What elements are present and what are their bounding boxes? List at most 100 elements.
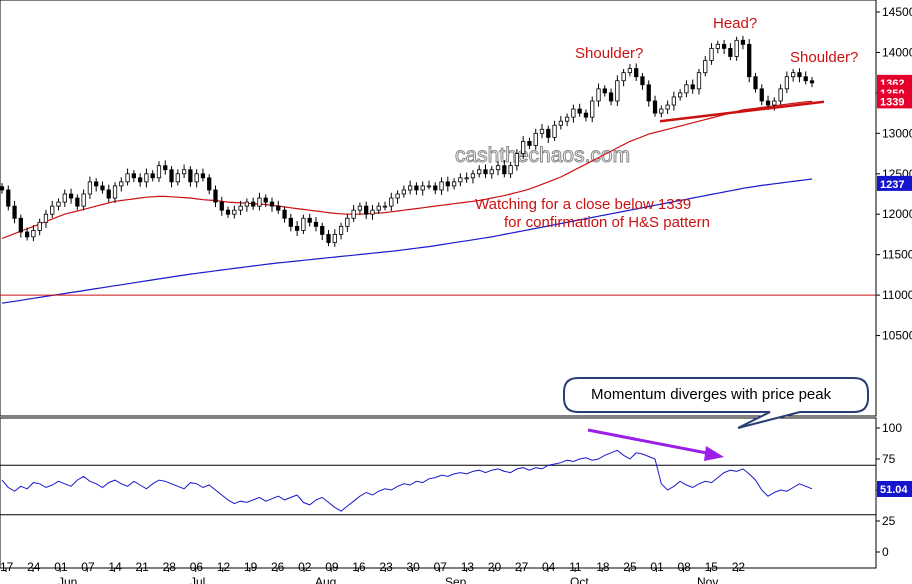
- x-tick-label: 01: [650, 560, 664, 574]
- candle-body: [18, 217, 23, 233]
- candle-body: [175, 173, 180, 183]
- candle-body: [514, 153, 520, 167]
- candle-body: [596, 88, 601, 102]
- candle-body: [364, 205, 369, 215]
- x-tick-label: 25: [623, 560, 637, 574]
- candle-body: [797, 72, 802, 78]
- month-label: Oct: [570, 575, 589, 584]
- candle-body: [131, 173, 136, 179]
- watermark: cashthechaos.com: [455, 144, 630, 167]
- candle-body: [539, 128, 545, 134]
- candle-body: [338, 225, 344, 235]
- candle-body: [37, 221, 42, 231]
- candle-body: [608, 92, 614, 102]
- candle-body: [439, 181, 444, 191]
- x-tick-label: 07: [81, 560, 95, 574]
- candle-body: [577, 108, 582, 114]
- candle-body: [188, 169, 193, 183]
- candle-body: [721, 43, 727, 49]
- annotation-right-shoulder: Shoulder?: [790, 49, 858, 66]
- candle-body: [269, 201, 275, 207]
- candle-body: [791, 72, 796, 78]
- x-tick-label: 06: [190, 560, 204, 574]
- x-tick-label: 15: [705, 560, 719, 574]
- candle-body: [659, 108, 664, 114]
- candle-body: [357, 205, 363, 211]
- candle-body: [376, 205, 381, 211]
- candle-body: [483, 169, 488, 175]
- month-label: Aug: [315, 575, 336, 584]
- candle-body: [451, 181, 457, 187]
- divergence-arrow-head: [704, 446, 724, 461]
- divergence-arrow-line: [587, 428, 713, 456]
- candle-body: [370, 209, 375, 215]
- candle-body: [307, 217, 312, 223]
- candle-body: [583, 112, 589, 118]
- candle-body: [219, 201, 224, 211]
- candle-body: [156, 165, 162, 179]
- candle-body: [382, 205, 388, 208]
- callout-bubble: [563, 377, 869, 429]
- candle-body: [395, 193, 400, 199]
- candle-body: [809, 80, 815, 84]
- candle-body: [301, 217, 306, 231]
- candle-body: [420, 185, 425, 191]
- month-label: Jun: [58, 575, 77, 584]
- candle-body: [56, 201, 61, 207]
- candle-body: [709, 48, 714, 61]
- momentum-y-tick-label: 0: [882, 545, 889, 559]
- candle-body: [225, 209, 231, 215]
- candle-body: [533, 132, 538, 146]
- candle-body: [389, 197, 394, 207]
- candle-body: [458, 177, 463, 183]
- candle-body: [521, 141, 526, 154]
- x-tick-label: 14: [108, 560, 122, 574]
- momentum-reference-lines: [0, 464, 876, 516]
- x-tick-label: 27: [515, 560, 529, 574]
- price-y-axis: 1450014000135001300012500120001150011000…: [876, 5, 912, 343]
- annotation-head: Head?: [713, 15, 757, 32]
- momentum-last-value-tag: [877, 481, 912, 497]
- candle-body: [740, 39, 746, 45]
- candle-body: [288, 217, 293, 227]
- momentum-line: [1, 449, 813, 512]
- candle-body: [564, 116, 570, 122]
- candle-body: [652, 100, 658, 114]
- x-tick-label: 21: [136, 560, 150, 574]
- candle-body: [552, 124, 557, 138]
- candle-body: [238, 205, 243, 211]
- price-y-tick-label: 14000: [882, 45, 912, 59]
- x-tick-label: 22: [732, 560, 746, 574]
- sma-200-path: [1, 178, 813, 304]
- month-label: Jul: [190, 575, 205, 584]
- candle-body: [94, 181, 99, 187]
- x-tick-label: 07: [434, 560, 448, 574]
- candle-body: [244, 201, 250, 207]
- candle-body: [6, 189, 11, 207]
- momentum-y-tick-label: 25: [882, 514, 896, 528]
- candle-body: [665, 104, 670, 110]
- annotation-watching-line1: Watching for a close below 1339: [475, 196, 691, 213]
- candle-body: [615, 80, 620, 102]
- candle-body: [75, 197, 80, 207]
- candle-body: [263, 197, 268, 203]
- x-axis: 17 24 01 07 14 21 28 06 12 19 26 02 09 16 23 30 07 13 20 27…: [0, 560, 745, 584]
- price-y-tick-label: 14500: [882, 5, 912, 19]
- sma-50-path: [1, 100, 813, 240]
- candle-body: [282, 209, 287, 219]
- x-tick-label: 11: [569, 560, 582, 574]
- candle-body: [772, 100, 777, 106]
- price-tag-box: [877, 175, 912, 191]
- candle-body: [671, 96, 676, 106]
- price-tag-label: 1237: [880, 179, 904, 191]
- candle-body: [50, 205, 55, 215]
- candle-body: [251, 201, 256, 207]
- x-tick-label: 04: [542, 560, 556, 574]
- candle-body: [678, 92, 683, 98]
- candle-body: [408, 185, 413, 191]
- candle-body: [696, 72, 702, 90]
- x-tick-label: 23: [379, 560, 393, 574]
- x-tick-label: 20: [488, 560, 502, 574]
- candle-body: [345, 217, 350, 227]
- price-panel-frame: [0, 0, 877, 417]
